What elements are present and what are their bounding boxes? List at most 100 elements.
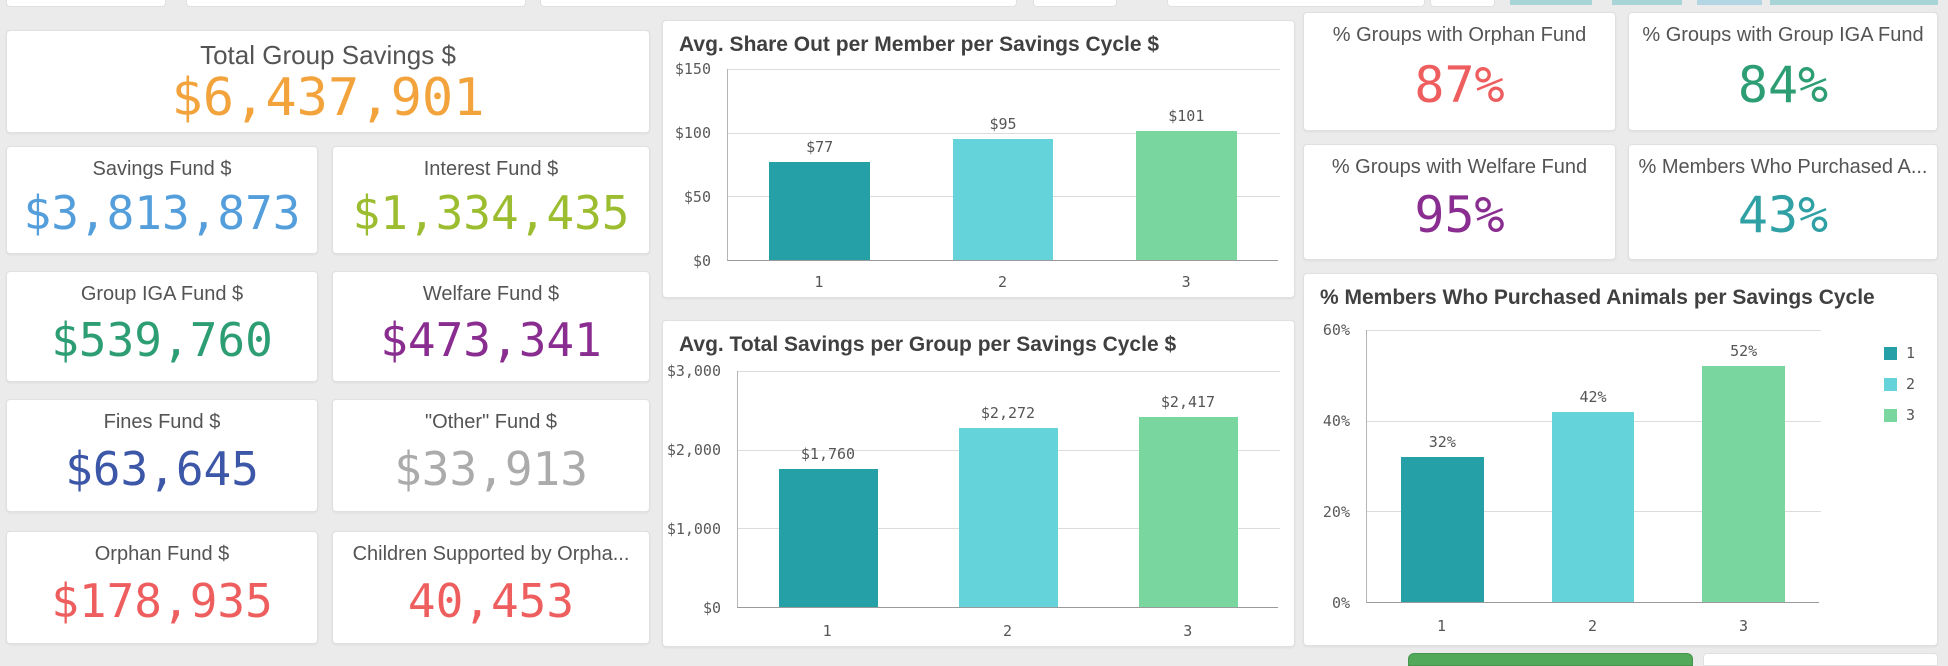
legend-swatch-icon <box>1883 377 1897 391</box>
kpi-value: 40,453 <box>407 573 575 628</box>
kpi-group-iga-fund: Group IGA Fund $ $539,760 <box>6 271 318 382</box>
bar-cycle-1[interactable]: $77 <box>769 138 871 260</box>
bar-value-label: 32% <box>1428 432 1456 451</box>
kpi-label: Savings Fund $ <box>92 158 232 180</box>
kpi-value: $3,813,873 <box>23 186 301 240</box>
kpi-value: $473,341 <box>380 312 602 367</box>
bar-value-label: $2,417 <box>1160 392 1216 411</box>
bar-cycle-3[interactable]: 52% <box>1702 342 1786 602</box>
bar-group: 32% 42% 52% <box>1367 330 1819 602</box>
kpi-label: % Members Who Purchased A... <box>1638 156 1928 178</box>
kpi-pct-members-purchased: % Members Who Purchased A... 43% <box>1628 144 1938 260</box>
bar-chart-members-purchased-animals[interactable]: % Members Who Purchased Animals per Savi… <box>1303 273 1938 646</box>
plot-area: $77 $95 $101 <box>727 69 1280 261</box>
gridline <box>728 69 1280 70</box>
x-axis: 1 2 3 <box>737 614 1278 640</box>
legend-label: 1 <box>1905 344 1915 362</box>
gridline <box>738 371 1280 372</box>
cropped-card-top-5 <box>1167 0 1425 7</box>
bar-chart-avg-share-out[interactable]: Avg. Share Out per Member per Savings Cy… <box>662 20 1295 298</box>
kpi-savings-fund: Savings Fund $ $3,813,873 <box>6 146 318 254</box>
y-tick: $3,000 <box>666 362 721 380</box>
bar-cycle-2[interactable]: $2,272 <box>958 404 1058 607</box>
x-tick: 1 <box>1436 617 1447 635</box>
kpi-value: 95% <box>1414 186 1505 244</box>
x-tick: 3 <box>1738 617 1749 635</box>
bar-group: $1,760 $2,272 $2,417 <box>738 371 1278 607</box>
y-tick: $100 <box>674 123 711 142</box>
y-axis: 60% 40% 20% 0% <box>1304 321 1358 612</box>
x-tick: 1 <box>822 622 832 640</box>
kpi-value: $1,334,435 <box>352 186 630 240</box>
bar-cycle-1[interactable]: 32% <box>1400 433 1484 602</box>
x-tick: 2 <box>997 273 1008 291</box>
cropped-bar-sliver-2 <box>1612 0 1682 5</box>
bar-cycle-2[interactable]: 42% <box>1551 388 1635 602</box>
bar-slot: $77 <box>728 69 911 260</box>
legend-label: 3 <box>1905 406 1915 424</box>
bar-cycle-1[interactable]: $1,760 <box>778 445 878 607</box>
bar-cycle-2[interactable]: $95 <box>952 115 1054 260</box>
kpi-label: "Other" Fund $ <box>424 411 558 433</box>
y-tick: 40% <box>1322 411 1350 430</box>
kpi-value: $33,913 <box>394 441 588 496</box>
cropped-card-top-2 <box>186 0 526 7</box>
legend-swatch-icon <box>1883 408 1897 422</box>
kpi-label: Welfare Fund $ <box>422 283 560 305</box>
chart-title: Avg. Total Savings per Group per Savings… <box>679 333 1177 356</box>
kpi-label: % Groups with Orphan Fund <box>1332 24 1587 46</box>
bar-value-label: $1,760 <box>800 444 856 463</box>
y-axis: $150 $100 $50 $0 <box>663 60 719 270</box>
legend-item-cycle-1[interactable]: 1 <box>1883 344 1915 362</box>
y-tick: 60% <box>1322 321 1350 339</box>
bar-slot: 52% <box>1668 330 1819 602</box>
x-tick: 2 <box>1587 617 1598 635</box>
kpi-label: Interest Fund $ <box>423 158 559 180</box>
cropped-bar-sliver-3 <box>1697 0 1762 5</box>
kpi-label: Total Group Savings $ <box>200 40 456 70</box>
legend-item-cycle-2[interactable]: 2 <box>1883 375 1915 393</box>
kpi-label: % Groups with Welfare Fund <box>1331 156 1588 178</box>
cropped-card-top-1 <box>6 0 166 7</box>
y-axis: $3,000 $2,000 $1,000 $0 <box>663 362 729 617</box>
gridline <box>1367 330 1821 331</box>
x-tick: 3 <box>1183 622 1193 640</box>
x-tick: 3 <box>1181 273 1191 291</box>
kpi-pct-welfare-fund: % Groups with Welfare Fund 95% <box>1303 144 1616 260</box>
cropped-bar-sliver-1 <box>1510 0 1592 5</box>
cropped-card-top-6 <box>1430 0 1495 7</box>
kpi-value: $6,437,901 <box>171 67 485 128</box>
bar-group: $77 $95 $101 <box>728 69 1278 260</box>
y-tick: $150 <box>674 60 711 78</box>
bar-chart-avg-total-savings[interactable]: Avg. Total Savings per Group per Savings… <box>662 320 1295 647</box>
kpi-value: $63,645 <box>65 441 259 496</box>
y-tick: $0 <box>692 252 711 270</box>
kpi-value: 84% <box>1737 55 1829 114</box>
kpi-fines-fund: Fines Fund $ $63,645 <box>6 399 318 512</box>
x-axis: 1 2 3 <box>727 265 1278 291</box>
legend-item-cycle-3[interactable]: 3 <box>1883 406 1915 424</box>
bar-slot: $2,417 <box>1098 371 1278 607</box>
kpi-value: 87% <box>1414 55 1505 114</box>
kpi-label: Children Supported by Orpha... <box>352 543 630 565</box>
bar-slot: $95 <box>911 69 1094 260</box>
bar-cycle-3[interactable]: $101 <box>1135 107 1237 260</box>
bar-value-label: 52% <box>1730 342 1758 361</box>
kpi-label: Fines Fund $ <box>103 411 221 433</box>
kpi-other-fund: "Other" Fund $ $33,913 <box>332 399 650 512</box>
kpi-value: $539,760 <box>51 312 273 367</box>
bar-cycle-3[interactable]: $2,417 <box>1138 393 1238 607</box>
legend-swatch-icon <box>1883 346 1897 360</box>
bar-slot: 32% <box>1367 330 1518 602</box>
x-tick: 1 <box>814 273 824 291</box>
y-tick: $0 <box>702 599 721 617</box>
gridline <box>728 132 1280 134</box>
cropped-bar-sliver-4 <box>1770 0 1938 5</box>
plot-area: 32% 42% 52% <box>1366 330 1821 603</box>
kpi-label: Orphan Fund $ <box>94 543 230 565</box>
bar-value-label: 42% <box>1579 387 1607 406</box>
x-tick: 2 <box>1002 622 1012 640</box>
y-tick: 0% <box>1331 594 1350 612</box>
kpi-orphan-fund: Orphan Fund $ $178,935 <box>6 531 318 644</box>
kpi-total-group-savings: Total Group Savings $ $6,437,901 <box>6 30 650 133</box>
